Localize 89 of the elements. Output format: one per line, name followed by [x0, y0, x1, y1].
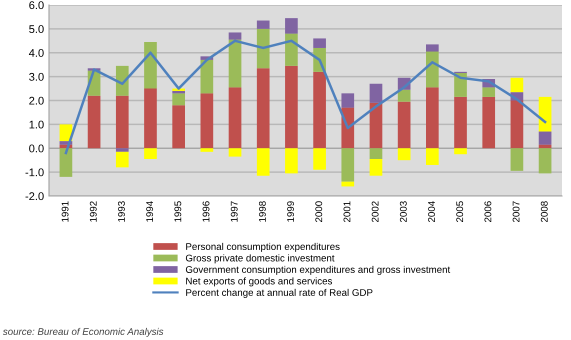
x-tick-label: 2006 [484, 201, 492, 222]
bar [200, 93, 214, 148]
bar [313, 72, 326, 148]
x-tick-label: 2004 [428, 201, 435, 222]
bar [370, 84, 382, 103]
x-tick-label: 1994 [146, 201, 154, 222]
bar [285, 66, 298, 148]
y-tick-label: 6.0 [29, 1, 44, 10]
bar [341, 148, 354, 182]
bar [538, 132, 552, 145]
bar [313, 148, 326, 170]
bar [172, 105, 185, 148]
bar [172, 90, 185, 94]
bar [426, 148, 439, 165]
y-tick-label: -2.0 [25, 192, 44, 200]
bar [426, 44, 439, 52]
legend-label: Net exports of goods and services [186, 277, 332, 286]
bar [426, 87, 439, 148]
bar [510, 148, 524, 171]
bar [398, 148, 410, 160]
bar [285, 18, 298, 34]
bar [538, 144, 552, 148]
bar [256, 28, 270, 68]
bar [341, 182, 354, 186]
legend-label: Gross private domestic investment [186, 254, 334, 264]
bar [341, 93, 354, 108]
legend-label: Personal consumption expenditures [186, 242, 340, 252]
bar [228, 40, 242, 88]
bar [116, 152, 129, 168]
bar [398, 90, 410, 102]
y-tick-label: 5.0 [29, 25, 44, 34]
bar [256, 68, 270, 148]
x-tick-label: 2000 [315, 201, 322, 222]
bar [482, 87, 496, 97]
y-tick-label: 3.0 [29, 72, 44, 81]
x-tick-label: 1998 [258, 201, 266, 222]
bar [313, 38, 326, 48]
bar [60, 148, 72, 177]
bar [454, 148, 467, 154]
bar [285, 148, 298, 174]
bar [228, 32, 242, 40]
x-tick-label: 2005 [456, 201, 464, 222]
x-tick-label: 2002 [372, 201, 379, 222]
x-tick-label: 1999 [287, 201, 294, 222]
bar [172, 93, 185, 106]
bar [144, 88, 157, 148]
y-tick-label: 0.0 [29, 144, 44, 152]
bar [144, 42, 157, 89]
bar [426, 52, 439, 88]
legend-label: Government consumption expenditures and gross investment [186, 266, 450, 275]
bar [116, 96, 129, 148]
bar [538, 96, 552, 132]
bar [116, 148, 129, 152]
x-tick-label: 1996 [202, 201, 210, 222]
legend-label: Percent change at annual rate of Real GDP [186, 288, 372, 298]
x-tick-label: 2007 [512, 201, 520, 222]
x-tick-label: 1997 [230, 201, 238, 222]
bar [256, 148, 270, 176]
line-series [64, 40, 546, 154]
source-note: source: Bureau of Economic Analysis [2, 328, 164, 337]
bar [510, 78, 524, 92]
bar [398, 102, 410, 148]
x-tick-label: 1995 [174, 201, 182, 222]
bar [228, 87, 242, 148]
x-tick-label: 2003 [400, 201, 407, 222]
x-tick-label: 1993 [118, 201, 125, 222]
bar [538, 148, 552, 174]
bar [256, 20, 270, 29]
bar [144, 148, 157, 159]
bar [228, 148, 242, 157]
bar [200, 148, 214, 152]
y-tick-label: 4.0 [28, 49, 44, 57]
x-tick-label: 1992 [90, 201, 97, 222]
bar [88, 96, 100, 148]
bar [370, 158, 382, 176]
bar [454, 96, 467, 148]
y-tick-label: -1.0 [25, 168, 44, 176]
bar [285, 34, 298, 66]
bar [370, 148, 382, 159]
x-tick-label: 1991 [62, 201, 69, 222]
bar [370, 102, 382, 148]
x-tick-label: 2008 [540, 201, 548, 222]
x-tick-label: 2001 [344, 201, 350, 222]
bar [200, 60, 214, 94]
bar [482, 96, 496, 148]
bar [60, 124, 72, 142]
y-tick-label: 1.0 [30, 120, 44, 129]
bar [510, 100, 524, 148]
y-tick-label: 2.0 [29, 96, 44, 105]
